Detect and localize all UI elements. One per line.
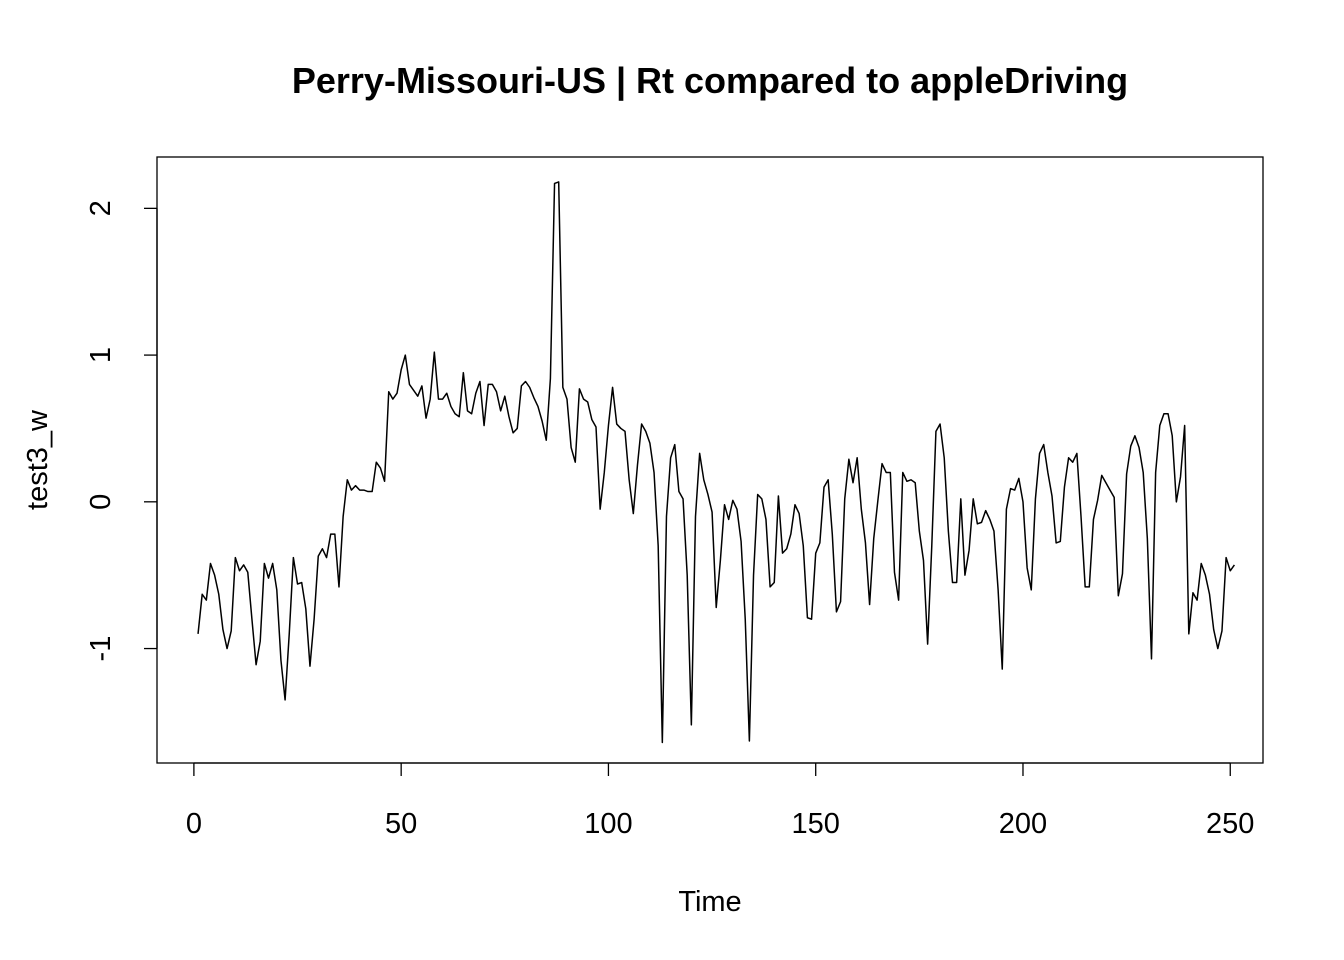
series-line	[197, 181, 1236, 744]
x-tick-label: 50	[385, 808, 417, 840]
x-axis-label: Time	[678, 886, 741, 918]
y-tick-label: 1	[85, 347, 117, 363]
plot-frame	[156, 156, 1264, 764]
x-tick-label: 200	[999, 808, 1047, 840]
y-tick-label: -1	[85, 636, 117, 662]
x-axis: 0 50 100 150 200 250	[186, 762, 1254, 840]
x-tick-label: 250	[1206, 808, 1254, 840]
x-tick-label: 0	[186, 808, 202, 840]
x-tick-label: 150	[792, 808, 840, 840]
y-axis: -1 0 1 2	[85, 200, 158, 662]
y-axis-label: test3_w	[22, 409, 54, 510]
y-tick-label: 0	[85, 494, 117, 510]
x-tick-label: 100	[584, 808, 632, 840]
series-layer	[197, 181, 1236, 744]
y-tick-label: 2	[85, 200, 117, 216]
chart-title: Perry-Missouri-US | Rt compared to apple…	[292, 60, 1128, 102]
